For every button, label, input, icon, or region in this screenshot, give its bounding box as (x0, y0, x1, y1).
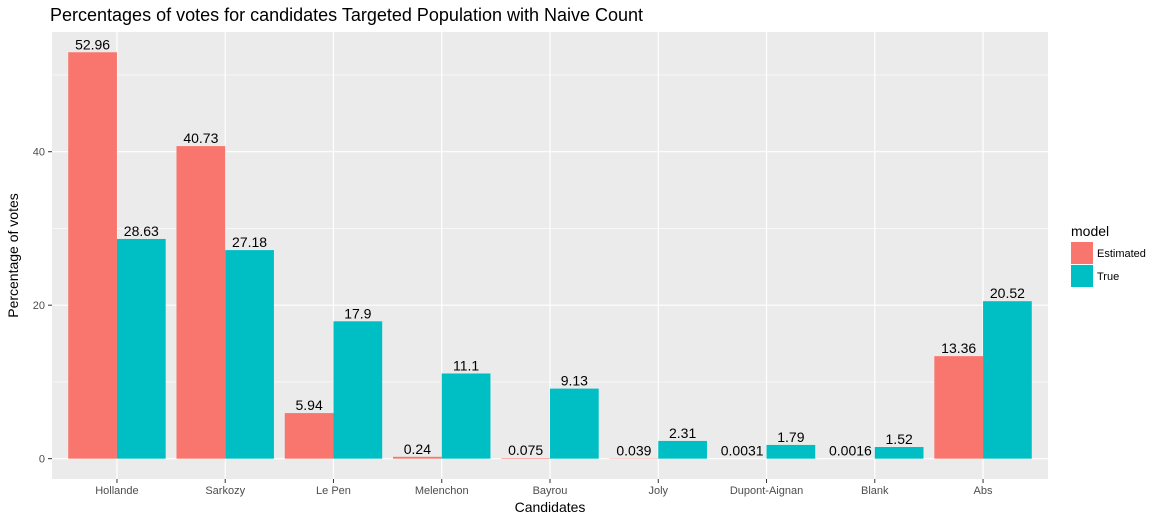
data-label: 17.9 (344, 305, 371, 321)
x-tick-label: Abs (974, 485, 993, 497)
data-label: 1.52 (886, 431, 913, 447)
x-tick-label: Melenchon (415, 485, 469, 497)
legend: model Estimated True (1071, 223, 1146, 287)
bars (68, 52, 1032, 459)
x-axis-title: Candidates (515, 499, 586, 515)
bar-true-bayrou (550, 388, 599, 459)
legend-key-true (1071, 265, 1093, 287)
x-tick-label: Joly (648, 485, 668, 497)
x-tick-label: Blank (861, 485, 889, 497)
bar-true-joly (658, 440, 707, 459)
data-label: 1.79 (777, 429, 804, 445)
data-label: 0.0031 (721, 443, 764, 459)
x-tick-label: Dupont-Aignan (730, 485, 803, 497)
bar-estimated-bayrou (501, 458, 550, 459)
x-tick-label: Sarkozy (205, 485, 245, 497)
bar-true-le-pen (333, 321, 383, 459)
data-label: 13.36 (941, 340, 976, 356)
bar-true-abs (983, 301, 1032, 459)
bar-estimated-melenchon (393, 456, 442, 459)
bar-true-sarkozy (225, 250, 274, 459)
bar-labels: 52.96 40.73 5.94 0.24 0.075 0.039 0.0031 0.0016… (75, 36, 1025, 458)
data-label: 52.96 (75, 36, 110, 52)
legend-title: model (1071, 223, 1109, 239)
bar-estimated-sarkozy (176, 146, 226, 459)
legend-key-estimated (1071, 242, 1093, 264)
bar-true-blank (874, 447, 924, 459)
data-label: 20.52 (990, 285, 1025, 301)
bar-estimated-hollande (68, 52, 117, 459)
data-label: 0.075 (508, 442, 543, 458)
y-tick-label: 40 (33, 147, 45, 159)
x-axis: Hollande Sarkozy Le Pen Melenchon Bayrou Joly… (95, 479, 993, 497)
bar-true-hollande (116, 238, 166, 459)
bar-estimated-le-pen (284, 413, 334, 459)
legend-label-estimated: Estimated (1097, 248, 1146, 260)
data-label: 0.039 (616, 442, 651, 458)
bar-true-melenchon (441, 373, 491, 459)
legend-items: Estimated True (1071, 242, 1146, 287)
data-label: 28.63 (124, 223, 159, 239)
y-tick-label: 0 (39, 454, 45, 466)
bar-true-dupont-aignan (766, 444, 816, 459)
bar-estimated-abs (934, 356, 984, 459)
x-tick-label: Le Pen (316, 485, 351, 497)
data-label: 0.0016 (829, 443, 872, 459)
y-axis-title: Percentage of votes (5, 193, 21, 318)
data-label: 40.73 (183, 130, 218, 146)
y-axis: 0 20 40 (33, 147, 52, 466)
legend-label-true: True (1097, 271, 1119, 283)
data-label: 0.24 (404, 441, 431, 457)
data-label: 2.31 (669, 425, 696, 441)
data-label: 11.1 (453, 357, 479, 373)
chart-title: Percentages of votes for candidates Targ… (50, 5, 643, 25)
data-label: 9.13 (561, 373, 588, 389)
x-tick-label: Bayrou (533, 485, 568, 497)
y-tick-label: 20 (33, 300, 45, 312)
data-label: 27.18 (232, 234, 267, 250)
data-label: 5.94 (295, 397, 322, 413)
x-tick-label: Hollande (95, 485, 138, 497)
